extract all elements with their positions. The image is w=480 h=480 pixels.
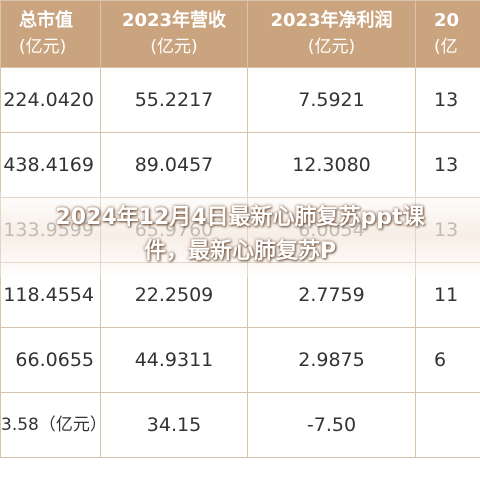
- table-cell: 6: [415, 327, 480, 393]
- header-unit: (亿元): [150, 37, 198, 57]
- title-banner: 2024年12月4日最新心肺复苏ppt课件，最新心肺复苏P: [0, 192, 480, 278]
- header-label: 2023年净利润: [270, 10, 393, 31]
- column-header: 2023年净利润 (亿元): [247, 0, 416, 68]
- table-cell: 3.58（亿元）: [0, 392, 101, 458]
- table-row: 224.0420 55.2217 7.5921 13: [0, 67, 480, 133]
- table-cell: 2.9875: [247, 327, 416, 393]
- header-unit: (亿元): [307, 37, 356, 57]
- table-cell: 13: [415, 67, 480, 133]
- header-label: 20: [434, 10, 460, 31]
- header-unit: (亿元): [19, 37, 67, 57]
- title: 2024年12月4日最新心肺复苏ppt课件，最新心肺复苏P: [55, 205, 425, 264]
- table-cell: 12.3080: [247, 132, 416, 198]
- column-header: 总市值 (亿元): [0, 0, 101, 68]
- table-row: 3.58（亿元） 34.15 -7.50: [0, 392, 480, 458]
- table-cell: 89.0457: [100, 132, 248, 198]
- header-label: 2023年营收: [121, 10, 227, 31]
- table-row: 438.4169 89.0457 12.3080 13: [0, 132, 480, 198]
- table-cell: 13: [415, 132, 480, 198]
- table-cell: 224.0420: [0, 67, 101, 133]
- table-cell: 55.2217: [100, 67, 248, 133]
- table-cell: -7.50: [247, 392, 416, 458]
- table-row: 66.0655 44.9311 2.9875 6: [0, 327, 480, 393]
- table-cell: 66.0655: [0, 327, 101, 393]
- header-unit: (亿: [434, 37, 458, 57]
- table-cell: 44.9311: [100, 327, 248, 393]
- header-row: 总市值 (亿元) 2023年营收 (亿元) 2023年净利润 (亿元) 20 (亿: [0, 0, 480, 68]
- table-cell: 438.4169: [0, 132, 101, 198]
- column-header: 2023年营收 (亿元): [100, 0, 248, 68]
- table-cell: 34.15: [100, 392, 248, 458]
- column-header: 20 (亿: [415, 0, 480, 68]
- table-cell: 7.5921: [247, 67, 416, 133]
- table-cell: [415, 392, 480, 458]
- header-label: 总市值: [19, 10, 73, 31]
